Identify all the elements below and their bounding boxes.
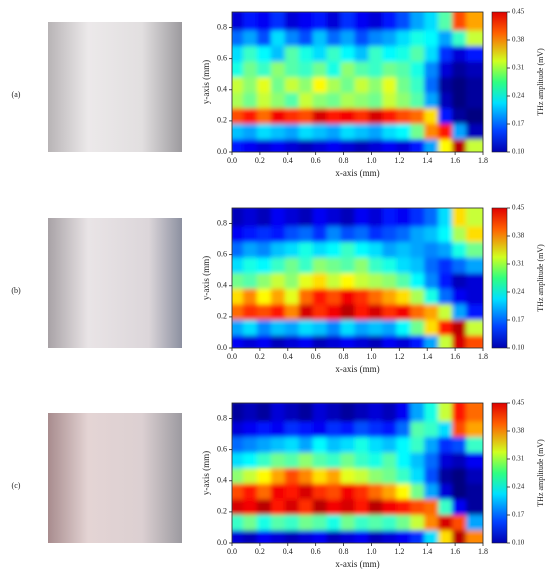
- y-tick-label: 0.4: [217, 476, 227, 485]
- colorbar-tick-label: 0.38: [512, 427, 525, 435]
- colorbar-tick-label: 0.45: [512, 8, 525, 16]
- heatmap-cells: [232, 208, 483, 348]
- x-tick-label: 1.4: [422, 547, 432, 556]
- colorbar-tick-label: 0.10: [512, 148, 525, 156]
- x-tick-label: 0.6: [311, 352, 321, 361]
- x-tick-label: 0.6: [311, 156, 321, 165]
- x-tick-label: 0.8: [339, 156, 349, 165]
- y-tick-label: 0.0: [217, 343, 227, 352]
- y-tick-label: 0.6: [217, 249, 227, 258]
- x-tick-label: 0.4: [283, 156, 293, 165]
- y-axis-label: y-axis (mm): [201, 256, 211, 300]
- y-tick-label: 0.8: [217, 22, 227, 31]
- x-tick-label: 1.2: [394, 352, 404, 361]
- colorbar-tick-label: 0.45: [512, 204, 525, 212]
- y-tick-label: 0.6: [217, 53, 227, 62]
- x-tick-label: 1.2: [394, 156, 404, 165]
- colorbar-tick-label: 0.24: [512, 483, 525, 491]
- x-tick-label: 0.4: [283, 352, 293, 361]
- colorbar-tick-label: 0.38: [512, 36, 525, 44]
- x-axis-label: x-axis (mm): [335, 168, 379, 178]
- x-tick-label: 1.0: [366, 156, 376, 165]
- heatmap-cell: [466, 403, 483, 422]
- x-tick-label: 0.8: [339, 547, 349, 556]
- y-tick-label: 0.6: [217, 444, 227, 453]
- x-tick-label: 0.8: [339, 352, 349, 361]
- y-axis-label: y-axis (mm): [201, 451, 211, 495]
- colorbar-tick-label: 0.24: [512, 92, 525, 100]
- photo: [48, 413, 182, 543]
- colorbar-label: THz amplitude (mV): [536, 244, 545, 312]
- heatmap-cells: [232, 403, 483, 543]
- y-tick-label: 0.8: [217, 218, 227, 227]
- y-tick-label: 0.2: [217, 312, 227, 321]
- colorbar-tick-label: 0.17: [512, 511, 525, 519]
- heatmap-cell: [466, 208, 483, 227]
- colorbar-tick-label: 0.31: [512, 64, 525, 72]
- x-tick-label: 1.8: [478, 547, 488, 556]
- colorbar-tick-label: 0.17: [512, 120, 525, 128]
- y-tick-label: 0.2: [217, 507, 227, 516]
- x-tick-label: 1.6: [450, 547, 460, 556]
- colorbar: [491, 11, 508, 153]
- y-tick-label: 0.4: [217, 281, 227, 290]
- y-tick-label: 0.0: [217, 538, 227, 547]
- colorbar-label: THz amplitude (mV): [536, 48, 545, 116]
- colorbar-tick-label: 0.10: [512, 539, 525, 547]
- colorbar-tick-label: 0.24: [512, 288, 525, 296]
- colorbar-tick-label: 0.38: [512, 232, 525, 240]
- colorbar: [491, 207, 508, 349]
- x-tick-label: 0.2: [255, 352, 265, 361]
- colorbar-tick-label: 0.17: [512, 316, 525, 324]
- y-tick-label: 0.2: [217, 116, 227, 125]
- heatmap-cell: [466, 12, 483, 31]
- colorbar: [491, 402, 508, 544]
- plot: (c) 0.0 0.2 0.4 0.6 0.8 1.0 1.2 1.4 1.6 1.8 0.0 0.2 0…: [12, 399, 545, 569]
- heatmap-cells: [232, 12, 483, 152]
- x-tick-label: 1.8: [478, 156, 488, 165]
- x-tick-label: 1.0: [366, 352, 376, 361]
- colorbar-tick-label: 0.45: [512, 399, 525, 407]
- panel-label: (c): [12, 481, 21, 490]
- colorbar-tick-label: 0.10: [512, 344, 525, 352]
- plot-frame: [231, 11, 484, 153]
- plot: (b) 0.0 0.2 0.4 0.6 0.8 1.0 1.2 1.4 1.6 1.8 0.0 0.2 0…: [11, 204, 545, 374]
- x-tick-label: 1.8: [478, 352, 488, 361]
- photo: [48, 22, 182, 152]
- x-tick-label: 0.0: [227, 156, 237, 165]
- panel-label: (a): [12, 90, 21, 99]
- heatmap: [232, 403, 483, 543]
- y-tick-label: 0.8: [217, 413, 227, 422]
- colorbar-label: THz amplitude (mV): [536, 439, 545, 507]
- plot-frame: [231, 402, 484, 544]
- heatmap: [232, 208, 483, 348]
- x-tick-label: 1.4: [422, 156, 432, 165]
- photo: [48, 218, 182, 348]
- x-tick-label: 0.0: [227, 547, 237, 556]
- y-axis-label: y-axis (mm): [201, 60, 211, 104]
- x-tick-label: 0.4: [283, 547, 293, 556]
- panel-label: (b): [11, 286, 21, 295]
- y-tick-label: 0.4: [217, 85, 227, 94]
- heatmap: [232, 12, 483, 152]
- plot: (a) 0.0 0.2 0.4 0.6 0.8 1.0 1.2 1.4 1.6 1.8 0.0 0.2 0…: [12, 8, 545, 178]
- x-tick-label: 0.2: [255, 547, 265, 556]
- x-tick-label: 0.0: [227, 352, 237, 361]
- x-tick-label: 0.6: [311, 547, 321, 556]
- colorbar-tick-label: 0.31: [512, 455, 525, 463]
- x-tick-label: 1.6: [450, 352, 460, 361]
- x-tick-label: 0.2: [255, 156, 265, 165]
- x-tick-label: 1.0: [366, 547, 376, 556]
- x-axis-label: x-axis (mm): [335, 559, 379, 569]
- plot-frame: [231, 207, 484, 349]
- x-tick-label: 1.2: [394, 547, 404, 556]
- x-axis-label: x-axis (mm): [335, 364, 379, 374]
- x-tick-label: 1.4: [422, 352, 432, 361]
- y-tick-label: 0.0: [217, 147, 227, 156]
- x-tick-label: 1.6: [450, 156, 460, 165]
- colorbar-tick-label: 0.31: [512, 260, 525, 268]
